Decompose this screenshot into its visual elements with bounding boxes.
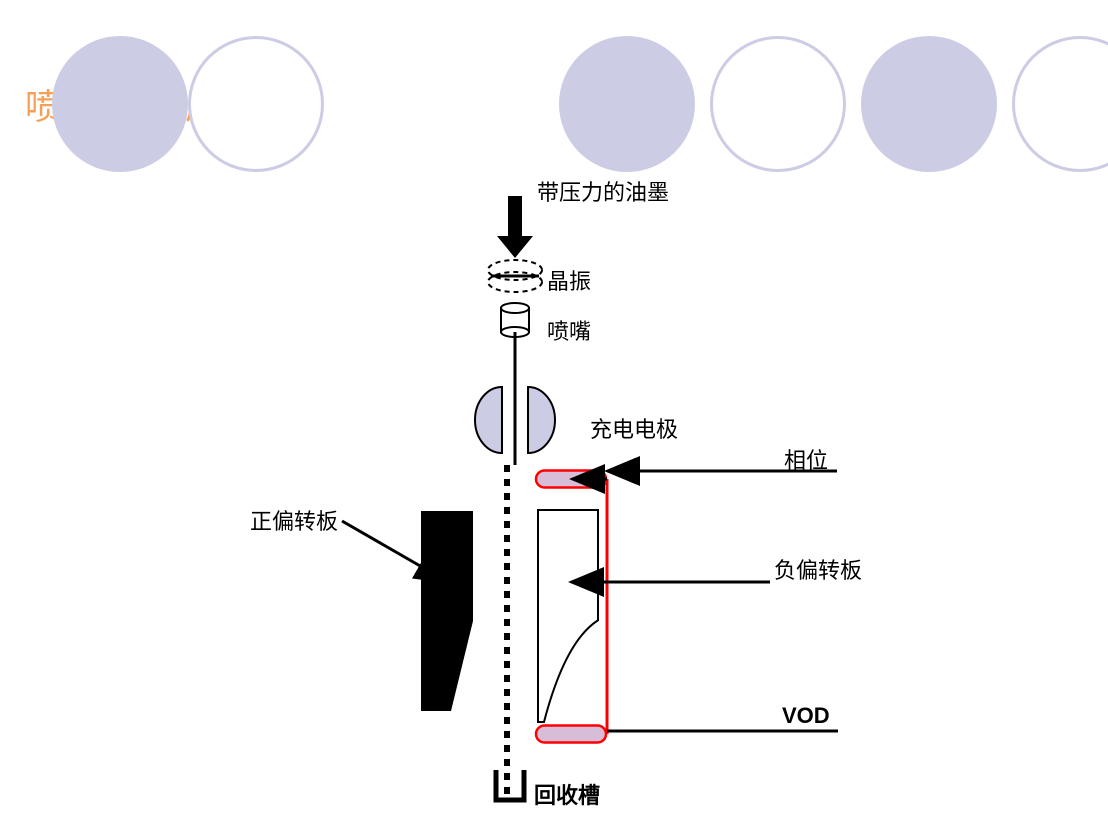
label-electrode: 充电电极 (590, 412, 678, 444)
positive-deflection-plate (421, 511, 473, 711)
label-nozzle: 喷嘴 (547, 314, 591, 346)
label-posplate: 正偏转板 (250, 504, 338, 536)
printhead-diagram (0, 0, 1108, 836)
charge-electrode-left (475, 387, 502, 453)
label-ink: 带压力的油墨 (537, 175, 669, 207)
negative-deflection-plate (538, 510, 598, 722)
charge-electrode-right (528, 387, 555, 453)
label-crystal: 晶振 (547, 264, 591, 296)
label-phase: 相位 (784, 443, 828, 475)
label-negplate: 负偏转板 (774, 553, 862, 585)
nozzle-top (501, 303, 529, 313)
label-vod: VOD (782, 703, 830, 729)
ink-arrow-icon (497, 196, 533, 258)
label-gutter: 回收槽 (534, 778, 600, 810)
vod-sensor (536, 726, 606, 743)
